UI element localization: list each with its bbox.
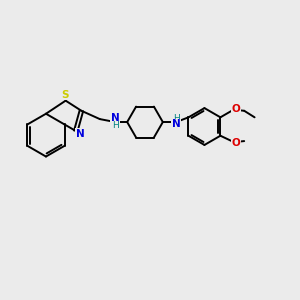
Text: N: N bbox=[76, 129, 85, 139]
Text: O: O bbox=[232, 104, 240, 114]
Text: N: N bbox=[172, 119, 181, 129]
Text: S: S bbox=[61, 90, 69, 100]
Text: H: H bbox=[112, 121, 119, 130]
Text: N: N bbox=[111, 113, 120, 124]
Text: O: O bbox=[232, 138, 240, 148]
Text: H: H bbox=[173, 114, 180, 123]
